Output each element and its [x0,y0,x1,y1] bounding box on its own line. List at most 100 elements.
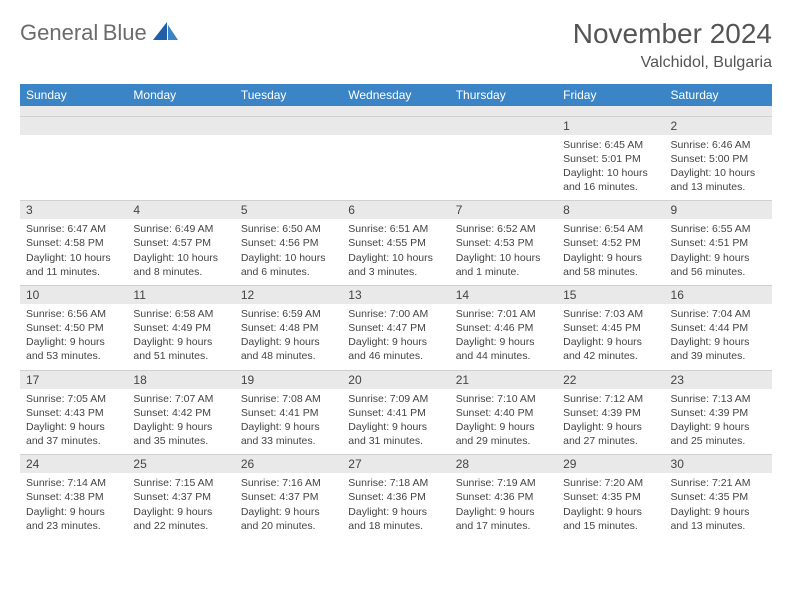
sunset-text: Sunset: 4:43 PM [26,406,121,420]
daylight-text: and 56 minutes. [671,265,766,279]
logo-sail-icon [153,22,179,49]
day-number: 4 [127,201,234,220]
sunset-text: Sunset: 4:36 PM [348,490,443,504]
sunset-text: Sunset: 4:39 PM [671,406,766,420]
sunset-text: Sunset: 4:49 PM [133,321,228,335]
day-number [127,116,234,135]
daylight-text: Daylight: 9 hours [671,420,766,434]
sunset-text: Sunset: 4:58 PM [26,236,121,250]
daylight-text: Daylight: 9 hours [563,505,658,519]
daylight-text: and 27 minutes. [563,434,658,448]
sunrise-text: Sunrise: 6:52 AM [456,222,551,236]
day-number-row: 17181920212223 [20,370,772,389]
daylight-text: Daylight: 9 hours [241,335,336,349]
sunrise-text: Sunrise: 7:09 AM [348,392,443,406]
day-number: 24 [20,455,127,474]
daylight-text: and 17 minutes. [456,519,551,533]
sunrise-text: Sunrise: 7:10 AM [456,392,551,406]
daylight-text: Daylight: 9 hours [348,335,443,349]
day-cell: Sunrise: 7:05 AMSunset: 4:43 PMDaylight:… [20,389,127,455]
day-number: 12 [235,285,342,304]
day-number: 6 [342,201,449,220]
sunrise-text: Sunrise: 7:21 AM [671,476,766,490]
day-cell: Sunrise: 7:16 AMSunset: 4:37 PMDaylight:… [235,473,342,539]
day-cell: Sunrise: 6:51 AMSunset: 4:55 PMDaylight:… [342,219,449,285]
sunrise-text: Sunrise: 7:16 AM [241,476,336,490]
day-cell [235,135,342,201]
daylight-text: and 51 minutes. [133,349,228,363]
daylight-text: Daylight: 9 hours [348,505,443,519]
sunset-text: Sunset: 4:36 PM [456,490,551,504]
daylight-text: and 15 minutes. [563,519,658,533]
day-content-row: Sunrise: 6:56 AMSunset: 4:50 PMDaylight:… [20,304,772,370]
day-number: 20 [342,370,449,389]
weekday-header: Wednesday [342,84,449,106]
day-content-row: Sunrise: 7:05 AMSunset: 4:43 PMDaylight:… [20,389,772,455]
sunrise-text: Sunrise: 7:04 AM [671,307,766,321]
day-number: 22 [557,370,664,389]
daylight-text: Daylight: 9 hours [26,505,121,519]
sunrise-text: Sunrise: 7:08 AM [241,392,336,406]
title-block: November 2024 Valchidol, Bulgaria [573,18,772,72]
sunrise-text: Sunrise: 6:47 AM [26,222,121,236]
sunset-text: Sunset: 4:45 PM [563,321,658,335]
day-number: 9 [665,201,772,220]
daylight-text: Daylight: 9 hours [456,420,551,434]
day-number: 11 [127,285,234,304]
sunset-text: Sunset: 4:37 PM [133,490,228,504]
day-cell: Sunrise: 6:59 AMSunset: 4:48 PMDaylight:… [235,304,342,370]
sunrise-text: Sunrise: 7:19 AM [456,476,551,490]
day-content-row: Sunrise: 6:47 AMSunset: 4:58 PM Daylight:… [20,219,772,285]
spacer-row [20,106,772,116]
sunrise-text: Sunrise: 6:45 AM [563,138,658,152]
sunrise-text: Sunrise: 6:55 AM [671,222,766,236]
day-number [20,116,127,135]
daylight-text: Daylight: 10 hours [133,251,228,265]
weekday-header: Thursday [450,84,557,106]
daylight-text: Daylight: 9 hours [456,335,551,349]
day-number: 8 [557,201,664,220]
day-number: 14 [450,285,557,304]
daylight-text: Daylight: 9 hours [26,335,121,349]
daylight-text: and 11 minutes. [26,265,121,279]
sunset-text: Sunset: 4:48 PM [241,321,336,335]
daylight-text: Daylight: 9 hours [133,335,228,349]
day-cell: Sunrise: 7:09 AMSunset: 4:41 PMDaylight:… [342,389,449,455]
sunrise-text: Sunrise: 6:54 AM [563,222,658,236]
sunset-text: Sunset: 4:41 PM [241,406,336,420]
day-number: 13 [342,285,449,304]
daylight-text: and 18 minutes. [348,519,443,533]
sunrise-text: Sunrise: 6:46 AM [671,138,766,152]
daylight-text: Daylight: 9 hours [133,505,228,519]
daylight-text: and 29 minutes. [456,434,551,448]
page-title: November 2024 [573,18,772,50]
sunrise-text: Sunrise: 7:14 AM [26,476,121,490]
sunrise-text: Sunrise: 7:15 AM [133,476,228,490]
day-cell: Sunrise: 7:15 AMSunset: 4:37 PMDaylight:… [127,473,234,539]
sunrise-text: Sunrise: 7:00 AM [348,307,443,321]
daylight-text: and 6 minutes. [241,265,336,279]
day-cell [20,135,127,201]
day-cell: Sunrise: 7:12 AMSunset: 4:39 PMDaylight:… [557,389,664,455]
daylight-text: and 31 minutes. [348,434,443,448]
sunrise-text: Sunrise: 6:58 AM [133,307,228,321]
daylight-text: and 20 minutes. [241,519,336,533]
weekday-header-row: Sunday Monday Tuesday Wednesday Thursday… [20,84,772,106]
daylight-text: Daylight: 9 hours [348,420,443,434]
day-number-row: 24252627282930 [20,455,772,474]
sunset-text: Sunset: 4:46 PM [456,321,551,335]
daylight-text: Daylight: 10 hours [671,166,766,180]
page-subtitle: Valchidol, Bulgaria [573,54,772,72]
day-number: 10 [20,285,127,304]
daylight-text: and 25 minutes. [671,434,766,448]
sunrise-text: Sunrise: 6:56 AM [26,307,121,321]
day-number [342,116,449,135]
daylight-text: and 46 minutes. [348,349,443,363]
daylight-text: and 42 minutes. [563,349,658,363]
day-number: 23 [665,370,772,389]
sunset-text: Sunset: 4:38 PM [26,490,121,504]
day-number: 21 [450,370,557,389]
day-cell: Sunrise: 7:21 AMSunset: 4:35 PMDaylight:… [665,473,772,539]
day-cell: Sunrise: 6:54 AMSunset: 4:52 PMDaylight:… [557,219,664,285]
day-cell [450,135,557,201]
